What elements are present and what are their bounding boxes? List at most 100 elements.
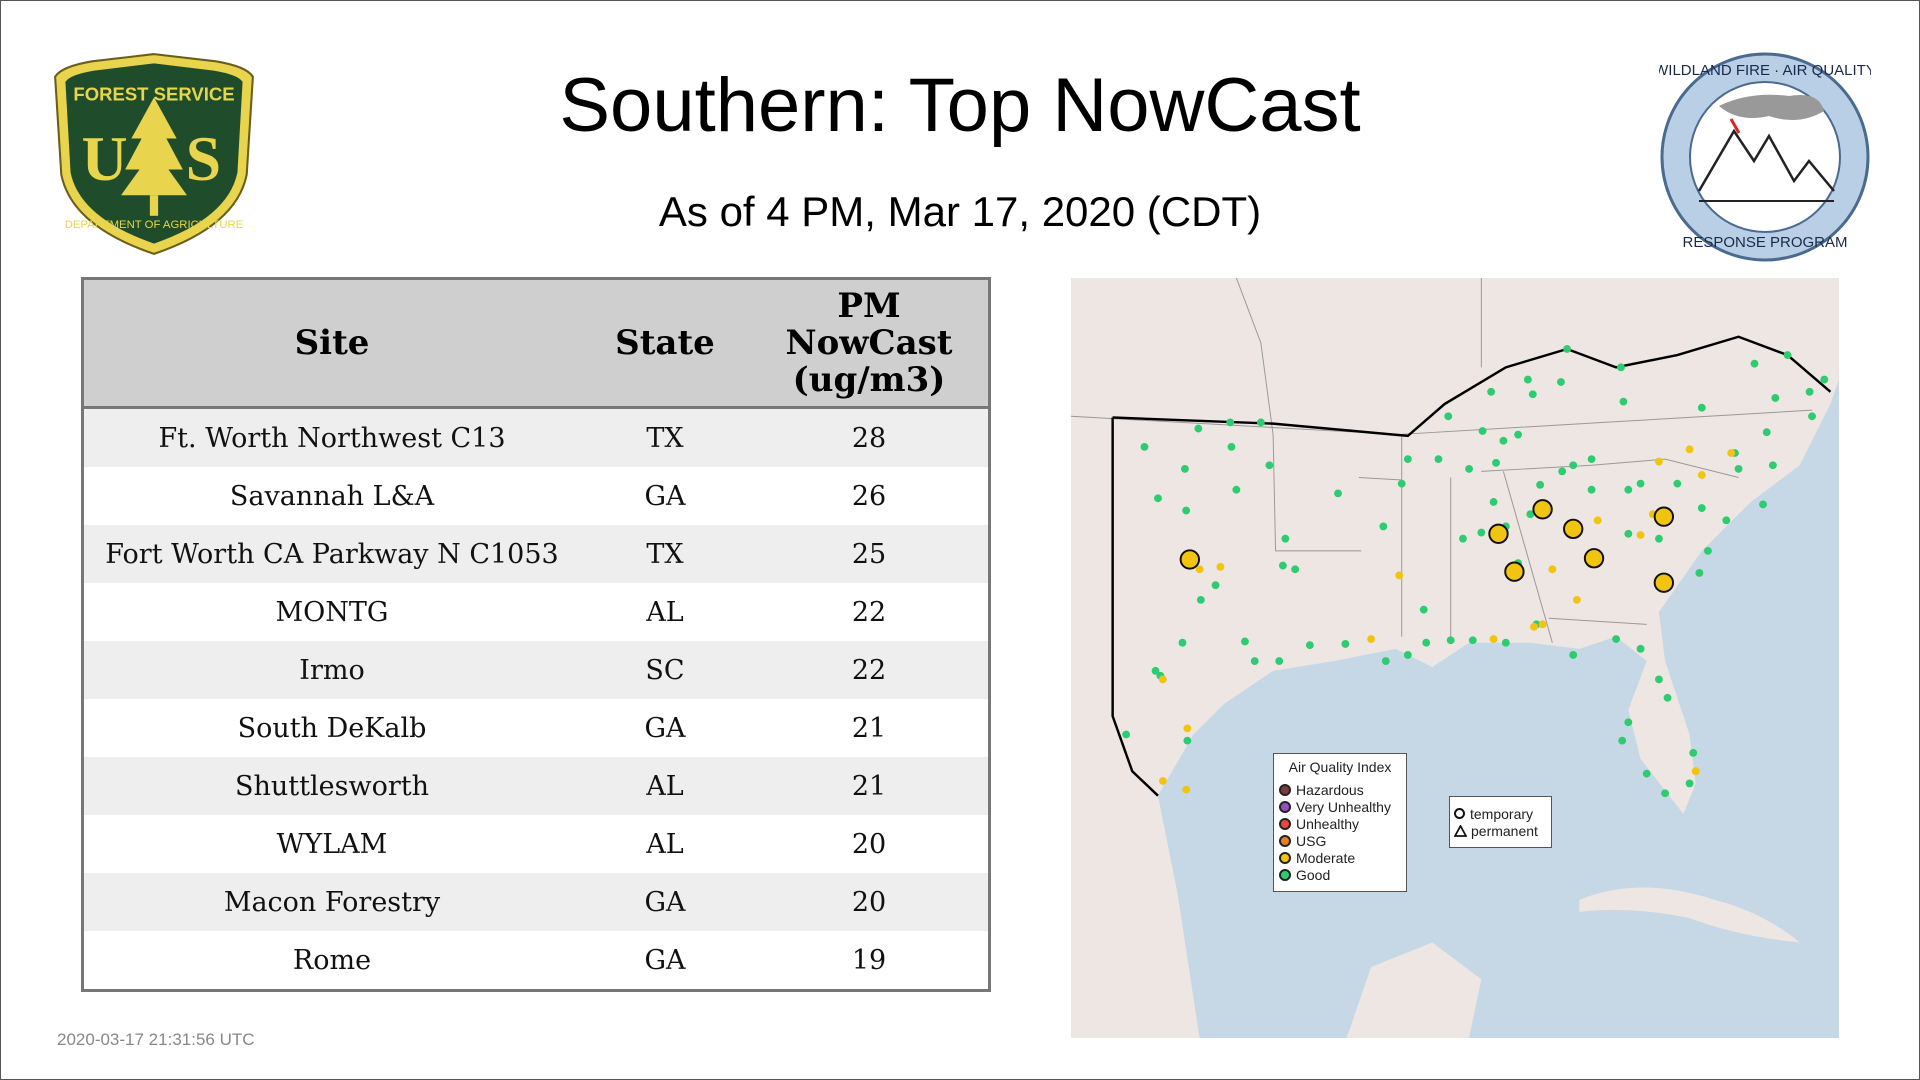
- monitor-dot-moderate: [1691, 767, 1700, 776]
- legend-label: Hazardous: [1296, 781, 1364, 798]
- monitor-dot-good: [1422, 638, 1431, 647]
- cell-pm-nowcast: 19: [750, 931, 990, 991]
- column-header-state: State: [580, 278, 750, 409]
- monitor-dot-good: [1783, 351, 1792, 360]
- column-header-pm-nowcast: PM NowCast (ug/m3): [750, 278, 990, 409]
- cell-state: SC: [580, 641, 750, 699]
- cell-site: Fort Worth CA Parkway N C1053: [82, 525, 580, 583]
- monitor-dot-good: [1558, 467, 1567, 476]
- aqi-dot-icon: [1279, 834, 1291, 847]
- legend-item-good: Good: [1279, 866, 1406, 883]
- monitor-dot-good: [1523, 375, 1532, 384]
- cell-pm-nowcast: 22: [750, 641, 990, 699]
- monitor-dots: [1122, 345, 1829, 798]
- monitor-dot-good: [1178, 638, 1187, 647]
- monitor-dot-good: [1275, 657, 1284, 665]
- monitor-dot-good: [1278, 561, 1287, 570]
- monitor-dot-good: [1695, 569, 1704, 577]
- cell-state: GA: [580, 873, 750, 931]
- triangle-icon: [1454, 824, 1467, 837]
- monitor-dot-good: [1619, 397, 1628, 406]
- monitor-dot-good: [1685, 779, 1694, 788]
- timestamp: 2020-03-17 21:31:56 UTC: [57, 1030, 255, 1049]
- aqi-map: [1071, 278, 1839, 1038]
- monitor-dot-good: [1704, 546, 1712, 555]
- aqi-dot-icon: [1279, 817, 1291, 830]
- map-land-yucatan: [1346, 942, 1482, 1038]
- legend-label: permanent: [1471, 822, 1538, 839]
- monitor-dot-good: [1180, 465, 1189, 473]
- aqi-dot-icon: [1279, 851, 1291, 864]
- svg-text:RESPONSE PROGRAM: RESPONSE PROGRAM: [1682, 234, 1847, 251]
- monitor-dot-moderate: [1727, 449, 1736, 457]
- legend-item-usg: USG: [1279, 832, 1406, 849]
- monitor-dot-good: [1569, 651, 1578, 659]
- cell-state: GA: [580, 467, 750, 525]
- monitor-dot-good: [1655, 675, 1663, 684]
- table-row: MONTG AL 22: [82, 583, 990, 641]
- legend-label: USG: [1296, 832, 1327, 849]
- circle-icon: [1454, 808, 1465, 819]
- monitor-dot-good: [1759, 500, 1767, 509]
- aqi-dot-icon: [1279, 800, 1291, 813]
- monitor-dot-good: [1154, 494, 1162, 503]
- legend-label: Moderate: [1296, 849, 1356, 866]
- table-row: Fort Worth CA Parkway N C1053 TX 25: [82, 525, 990, 583]
- monitor-dot-good: [1501, 638, 1510, 647]
- cell-state: GA: [580, 699, 750, 757]
- table-header-row: Site State PM NowCast (ug/m3): [82, 278, 990, 409]
- monitor-dot-good: [1661, 789, 1669, 798]
- monitor-dot-good: [1459, 534, 1467, 543]
- legend-item-hazardous: Hazardous: [1279, 781, 1406, 798]
- svg-text:FOREST SERVICE: FOREST SERVICE: [73, 83, 234, 104]
- cell-pm-nowcast: 21: [750, 757, 990, 815]
- cell-pm-nowcast: 20: [750, 873, 990, 931]
- monitor-dot-moderate: [1489, 635, 1498, 643]
- legend-item-moderate: Moderate: [1279, 849, 1406, 866]
- monitor-dot-good: [1122, 730, 1131, 739]
- monitor-dot-good: [1182, 506, 1191, 515]
- monitor-dot-good: [1636, 479, 1645, 488]
- monitor-dot-good: [1140, 442, 1149, 451]
- monitor-dot-moderate: [1685, 445, 1694, 454]
- monitor-dot-good: [1492, 458, 1500, 467]
- legend-item-very-unhealthy: Very Unhealthy: [1279, 798, 1406, 815]
- monitor-dot-good: [1514, 430, 1523, 439]
- top-site-marker: [1179, 549, 1200, 570]
- legend-label: Very Unhealthy: [1296, 798, 1391, 815]
- monitor-dot-good: [1689, 748, 1698, 757]
- monitor-dot-good: [1281, 534, 1290, 543]
- cell-pm-nowcast: 25: [750, 525, 990, 583]
- cell-state: GA: [580, 931, 750, 991]
- monitor-dot-moderate: [1195, 565, 1204, 574]
- monitor-dot-good: [1465, 465, 1474, 473]
- monitor-dot-good: [1673, 479, 1682, 488]
- monitor-dot-good: [1612, 635, 1620, 643]
- monitor-dot-good: [1642, 769, 1651, 778]
- monitor-dot-good: [1403, 651, 1412, 659]
- aqi-dot-icon: [1279, 868, 1291, 881]
- monitor-dot-good: [1196, 595, 1205, 604]
- cell-site: Shuttlesworth: [82, 757, 580, 815]
- cell-pm-nowcast: 20: [750, 815, 990, 873]
- monitor-dot-good: [1808, 412, 1816, 421]
- monitor-dot-moderate: [1158, 777, 1167, 785]
- legend-label: Unhealthy: [1296, 815, 1360, 832]
- table-row: Irmo SC 22: [82, 641, 990, 699]
- monitor-dot-good: [1211, 581, 1220, 590]
- table-row: Savannah L&A GA 26: [82, 467, 990, 525]
- monitor-dot-good: [1655, 534, 1663, 543]
- legend-item-temporary: temporary: [1450, 805, 1551, 822]
- top-site-marker: [1653, 572, 1675, 593]
- monitor-dot-good: [1499, 436, 1508, 445]
- monitor-dot-good: [1697, 504, 1706, 512]
- monitor-dot-good: [1381, 657, 1390, 665]
- monitor-dot-good: [1379, 522, 1388, 531]
- svg-text:WILDLAND FIRE · AIR QUALITY: WILDLAND FIRE · AIR QUALITY: [1659, 62, 1871, 79]
- legend-item-permanent: permanent: [1450, 822, 1551, 839]
- top-site-marker: [1653, 506, 1675, 527]
- monitor-dot-good: [1563, 345, 1571, 353]
- top-site-marker: [1563, 518, 1584, 540]
- monitor-dot-good: [1636, 644, 1645, 653]
- monitor-dot-moderate: [1697, 471, 1706, 479]
